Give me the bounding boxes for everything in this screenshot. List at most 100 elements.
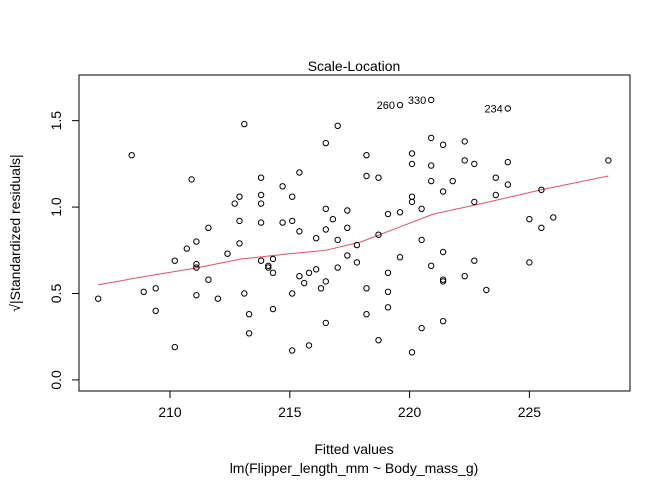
data-point bbox=[363, 285, 370, 292]
data-point bbox=[305, 269, 313, 276]
data-point bbox=[296, 169, 303, 176]
data-point bbox=[461, 157, 468, 164]
data-point bbox=[193, 292, 200, 299]
data-point bbox=[334, 264, 341, 271]
data-point bbox=[152, 307, 159, 314]
data-point bbox=[289, 217, 296, 225]
data-point bbox=[128, 152, 135, 159]
data-point bbox=[418, 236, 425, 244]
data-point bbox=[322, 205, 329, 213]
y-axis-label: √|Standardized residuals| bbox=[7, 154, 23, 311]
data-point bbox=[257, 174, 265, 181]
data-point bbox=[418, 324, 425, 332]
data-point bbox=[363, 152, 370, 159]
data-point bbox=[245, 311, 253, 318]
data-point bbox=[95, 295, 102, 302]
data-point bbox=[257, 257, 265, 264]
data-point bbox=[363, 172, 370, 180]
data-point bbox=[538, 224, 545, 232]
y-tick-label: 0.5 bbox=[48, 284, 64, 304]
data-point bbox=[301, 279, 308, 287]
data-point bbox=[305, 342, 313, 349]
smooth-line bbox=[98, 175, 609, 286]
data-point bbox=[205, 276, 212, 283]
data-point bbox=[428, 262, 435, 269]
x-tick-label: 210 bbox=[158, 404, 182, 420]
data-point bbox=[236, 193, 243, 200]
data-point bbox=[375, 337, 382, 344]
data-point bbox=[428, 177, 435, 185]
data-point bbox=[334, 236, 341, 244]
data-point bbox=[236, 240, 243, 247]
data-point bbox=[322, 278, 329, 285]
data-point bbox=[408, 160, 416, 168]
data-point bbox=[526, 259, 533, 266]
chart-title: Scale-Location bbox=[308, 58, 401, 74]
data-point bbox=[289, 347, 296, 354]
data-point bbox=[471, 198, 478, 206]
data-point bbox=[257, 200, 265, 207]
data-point bbox=[329, 216, 337, 223]
data-point bbox=[193, 260, 200, 268]
data-point bbox=[439, 188, 447, 195]
data-point bbox=[353, 259, 361, 266]
x-axis: 210 215 220 225 bbox=[158, 390, 541, 420]
data-point bbox=[428, 162, 435, 169]
data-point bbox=[289, 290, 296, 297]
data-point bbox=[344, 207, 351, 214]
data-point bbox=[257, 191, 265, 199]
data-point bbox=[313, 266, 320, 273]
data-point bbox=[384, 269, 392, 276]
data-points bbox=[95, 96, 612, 356]
data-point bbox=[265, 262, 272, 269]
data-point bbox=[265, 264, 272, 271]
data-point bbox=[396, 209, 404, 216]
data-point bbox=[408, 150, 416, 157]
data-point bbox=[471, 257, 478, 264]
data-point bbox=[396, 254, 404, 261]
data-point bbox=[245, 330, 253, 337]
data-point bbox=[140, 288, 147, 295]
data-point bbox=[504, 158, 511, 166]
data-point bbox=[344, 224, 351, 232]
data-point bbox=[269, 305, 277, 313]
data-point bbox=[375, 174, 382, 181]
data-point bbox=[205, 224, 212, 232]
data-point bbox=[428, 96, 435, 104]
data-point bbox=[396, 101, 404, 109]
data-point bbox=[171, 257, 179, 264]
data-point bbox=[241, 120, 248, 128]
data-point bbox=[279, 219, 286, 226]
point-annotations: 260 330 234 bbox=[377, 95, 503, 116]
data-point bbox=[461, 273, 468, 280]
data-point bbox=[322, 319, 329, 327]
data-point bbox=[471, 160, 478, 168]
data-point bbox=[193, 238, 200, 245]
data-point bbox=[224, 250, 231, 257]
data-point bbox=[344, 252, 351, 259]
data-point bbox=[418, 205, 425, 213]
data-point bbox=[296, 228, 303, 235]
data-point bbox=[384, 304, 392, 311]
data-point bbox=[449, 177, 456, 185]
data-point bbox=[439, 278, 447, 285]
y-tick-label: 1.5 bbox=[48, 111, 64, 131]
data-point bbox=[492, 174, 499, 181]
x-axis-subtitle: lm(Flipper_length_mm ~ Body_mass_g) bbox=[230, 460, 479, 476]
data-point bbox=[504, 181, 511, 188]
x-tick-label: 220 bbox=[398, 404, 422, 420]
data-point bbox=[241, 290, 248, 297]
y-axis: 0.0 0.5 1.0 1.5 bbox=[48, 111, 80, 390]
data-point bbox=[193, 264, 200, 271]
data-point bbox=[322, 139, 329, 147]
x-tick-label: 215 bbox=[278, 404, 302, 420]
data-point bbox=[439, 318, 447, 325]
data-point bbox=[375, 231, 382, 238]
data-point bbox=[269, 269, 277, 276]
data-point bbox=[526, 216, 533, 223]
data-point bbox=[363, 311, 370, 318]
data-point bbox=[408, 349, 416, 356]
data-point bbox=[492, 191, 499, 199]
data-point bbox=[428, 134, 435, 142]
